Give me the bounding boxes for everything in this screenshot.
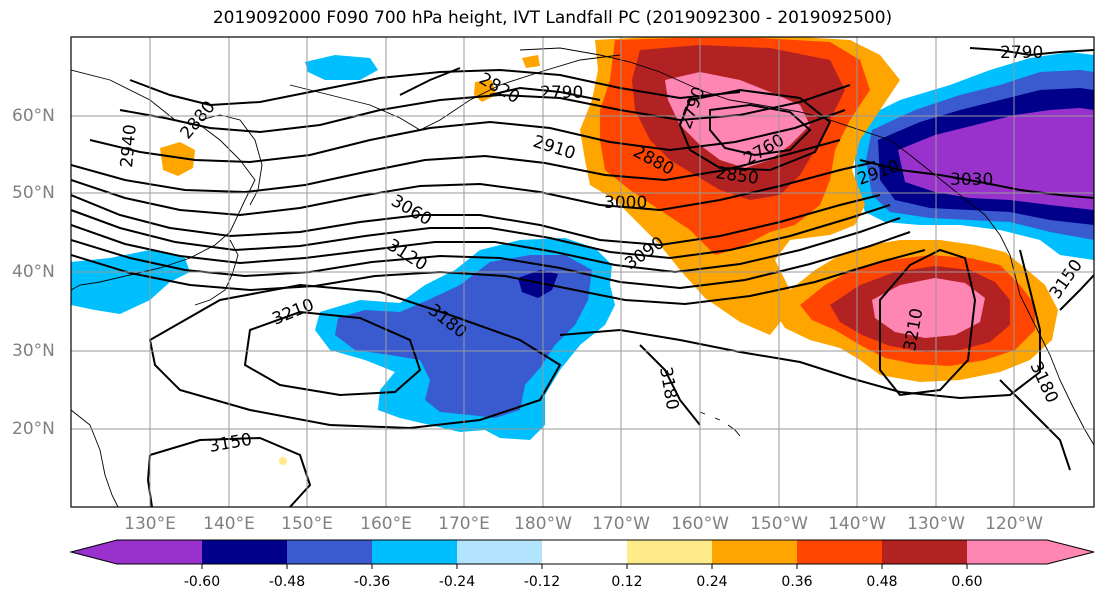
plot-area: 2790 2820 2880 2940 2910 2880 2850 2790 … <box>71 37 1094 507</box>
colorbar-segment <box>287 540 372 564</box>
colorbar-segment <box>797 540 882 564</box>
negative-shading <box>71 52 1094 440</box>
colorbar-tick-label: -0.48 <box>268 574 306 590</box>
lon-label: 170°E <box>438 514 490 534</box>
contour-line <box>71 139 841 194</box>
lat-label: 30°N <box>12 341 55 361</box>
colorbar-tick-label: -0.24 <box>438 574 476 590</box>
colorbar-segment <box>627 540 712 564</box>
contour-closed-high <box>243 310 422 397</box>
contour-label: 3000 <box>604 193 647 213</box>
colorbar-segment <box>372 540 457 564</box>
colorbar-tick-label: 0.12 <box>611 574 643 590</box>
contour-line <box>71 194 881 247</box>
blue-region-bering <box>305 55 378 80</box>
contour-line <box>639 344 701 426</box>
contour-closed-low <box>709 103 812 157</box>
lat-label: 40°N <box>12 262 55 282</box>
colorbar <box>69 539 1095 569</box>
contour-line <box>999 274 1094 471</box>
colorbar-segment <box>542 540 627 564</box>
aleutian-coast <box>289 54 621 131</box>
contour-closed-high <box>148 283 562 430</box>
height-contours <box>71 47 1094 507</box>
pink-core-northeast-pacific <box>872 278 985 338</box>
lon-label: 150°W <box>750 514 808 534</box>
contour-line <box>71 161 876 217</box>
colorbar-segment <box>967 540 1047 564</box>
lon-label: 170°W <box>592 514 650 534</box>
lat-label: 20°N <box>12 419 55 439</box>
lat-label: 50°N <box>12 183 55 203</box>
contour-line <box>71 204 891 260</box>
lon-label: 140°E <box>203 514 255 534</box>
contour-line <box>89 109 846 164</box>
colorbar-tick-label: -0.12 <box>523 574 561 590</box>
colorbar-segment <box>712 540 797 564</box>
yellow-spot-marianas <box>279 457 287 465</box>
contour-line <box>559 249 1041 400</box>
lon-label: 160°E <box>360 514 412 534</box>
contour-closed-low <box>678 88 832 172</box>
lon-label: 130°W <box>907 514 965 534</box>
colorbar-outline <box>69 539 1095 565</box>
contour-line <box>71 217 901 274</box>
dark-blue-core <box>518 270 558 298</box>
colorbar-tick-label: 0.24 <box>696 574 728 590</box>
contour-line <box>399 67 601 101</box>
colorbar-segment <box>457 540 542 564</box>
colorbar-segment <box>117 540 202 564</box>
lon-label: 160°W <box>671 514 729 534</box>
lat-label: 60°N <box>12 106 55 126</box>
contour-line <box>859 159 1094 199</box>
colorbar-segment <box>202 540 287 564</box>
map-title: 2019092000 F090 700 hPa height, IVT Land… <box>212 8 893 28</box>
contour-label: 2790 <box>540 83 583 103</box>
gridlines <box>71 37 1094 507</box>
lon-label: 130°E <box>124 514 176 534</box>
contour-line <box>129 68 741 107</box>
plot-border <box>70 36 1095 508</box>
blue-region-japan <box>71 250 190 314</box>
colorbar-tick-label: 0.60 <box>951 574 983 590</box>
lon-label: 180°W <box>514 514 572 534</box>
philippines-coast <box>71 409 119 507</box>
colorbar-tick-label: -0.60 <box>183 574 221 590</box>
contour-label: 2940 <box>117 124 141 169</box>
lon-label: 120°W <box>985 514 1043 534</box>
colorbar-extend-min <box>71 540 117 564</box>
contour-label: 2790 <box>1000 43 1043 63</box>
colorbar-segment <box>882 540 967 564</box>
contour-line <box>71 249 926 306</box>
orange-spot-kamchatka <box>160 142 195 176</box>
colorbar-tick-label: -0.36 <box>353 574 391 590</box>
colorbar-extend-max <box>1047 540 1094 564</box>
contour-label: 3030 <box>950 170 993 190</box>
colorbar-tick-label: 0.48 <box>866 574 898 590</box>
lon-label: 150°E <box>281 514 333 534</box>
orange-spot-bering <box>522 55 540 68</box>
colorbar-tick-label: 0.36 <box>781 574 813 590</box>
contour-line <box>969 47 1094 57</box>
hawaii-islands <box>699 411 741 437</box>
contour-closed-high <box>879 248 977 397</box>
lon-label: 140°W <box>828 514 886 534</box>
asia-coast <box>71 69 256 291</box>
